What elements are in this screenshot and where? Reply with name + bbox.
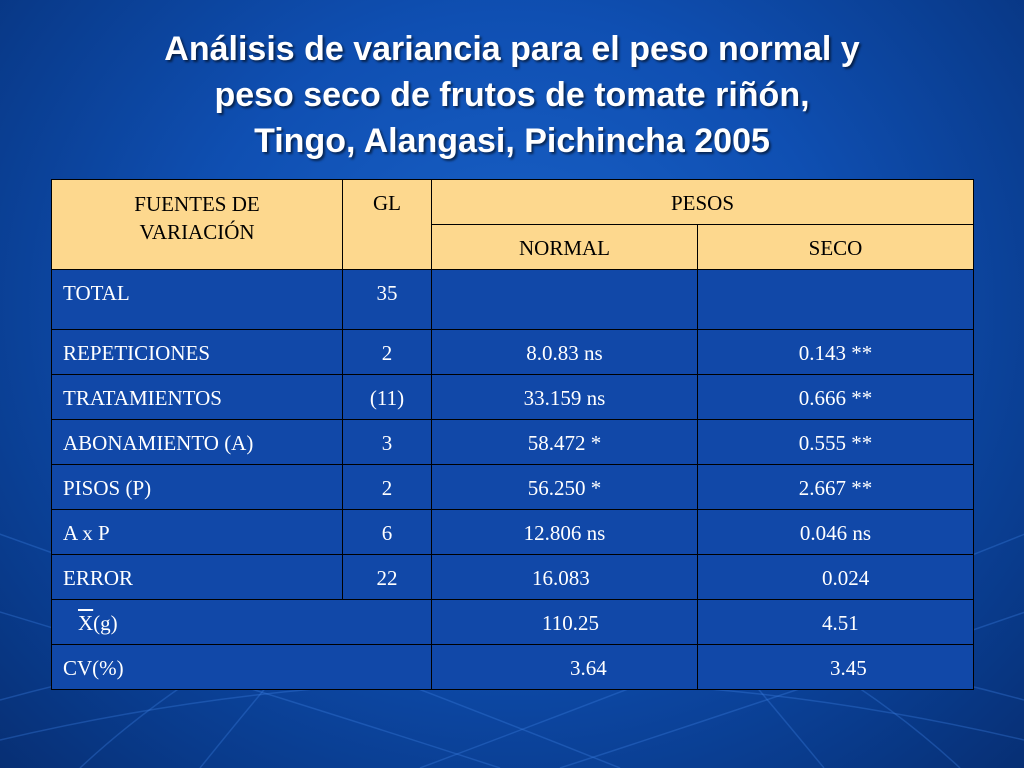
row-label: ERROR	[51, 554, 343, 600]
summary-row-cv: CV(%) 3.64 3.45	[51, 644, 974, 690]
row-label: REPETICIONES	[51, 329, 343, 375]
row-gl: 2	[342, 329, 432, 375]
row-label: TRATAMIENTOS	[51, 374, 343, 420]
row-normal: 8.0.83 ns	[431, 329, 698, 375]
cv-label: CV(%)	[51, 644, 432, 690]
row-seco: 0.024	[697, 554, 974, 600]
row-seco: 0.555 **	[697, 419, 974, 465]
row-label: TOTAL	[51, 269, 343, 330]
header-seco: SECO	[697, 224, 974, 270]
row-seco: 0.666 **	[697, 374, 974, 420]
header-gl: GL	[342, 179, 432, 270]
row-normal	[431, 269, 698, 330]
mean-unit: (g)	[93, 611, 118, 635]
row-gl: 35	[342, 269, 432, 330]
mean-normal: 110.25	[431, 599, 698, 645]
table-row: REPETICIONES 2 8.0.83 ns 0.143 **	[51, 329, 974, 375]
row-label: ABONAMIENTO (A)	[51, 419, 343, 465]
slide-title: Análisis de variancia para el peso norma…	[0, 26, 1024, 164]
row-normal: 56.250 *	[431, 464, 698, 510]
summary-row-mean: X(g) 110.25 4.51	[51, 599, 974, 645]
cv-seco: 3.45	[697, 644, 974, 690]
x-bar-symbol: X	[78, 611, 94, 635]
header-pesos: PESOS	[431, 179, 974, 225]
table-row: PISOS (P) 2 56.250 * 2.667 **	[51, 464, 974, 510]
table-row: ERROR 22 16.083 0.024	[51, 554, 974, 600]
header-normal: NORMAL	[431, 224, 698, 270]
row-normal: 58.472 *	[431, 419, 698, 465]
row-seco: 2.667 **	[697, 464, 974, 510]
table-row: ABONAMIENTO (A) 3 58.472 * 0.555 **	[51, 419, 974, 465]
title-line-1: Análisis de variancia para el peso norma…	[164, 30, 860, 68]
table-row: TRATAMIENTOS (11) 33.159 ns 0.666 **	[51, 374, 974, 420]
row-gl: (11)	[342, 374, 432, 420]
row-normal: 12.806 ns	[431, 509, 698, 555]
row-seco: 0.143 **	[697, 329, 974, 375]
row-seco	[697, 269, 974, 330]
header-fuentes-de-variacion: FUENTES DE VARIACIÓN	[51, 179, 343, 270]
anova-table: FUENTES DE VARIACIÓN GL PESOS NORMAL SECO…	[51, 179, 974, 690]
row-gl: 3	[342, 419, 432, 465]
title-line-2: peso seco de frutos de tomate riñón,	[214, 76, 810, 114]
table-row: TOTAL 35	[51, 269, 974, 330]
cv-normal: 3.64	[431, 644, 698, 690]
mean-seco: 4.51	[697, 599, 974, 645]
mean-label: X(g)	[51, 599, 432, 645]
table-row: A x P 6 12.806 ns 0.046 ns	[51, 509, 974, 555]
row-gl: 22	[342, 554, 432, 600]
row-normal: 33.159 ns	[431, 374, 698, 420]
row-gl: 2	[342, 464, 432, 510]
row-label: PISOS (P)	[51, 464, 343, 510]
row-seco: 0.046 ns	[697, 509, 974, 555]
row-label: A x P	[51, 509, 343, 555]
title-line-3: Tingo, Alangasi, Pichincha 2005	[254, 122, 770, 160]
row-normal: 16.083	[431, 554, 698, 600]
row-gl: 6	[342, 509, 432, 555]
